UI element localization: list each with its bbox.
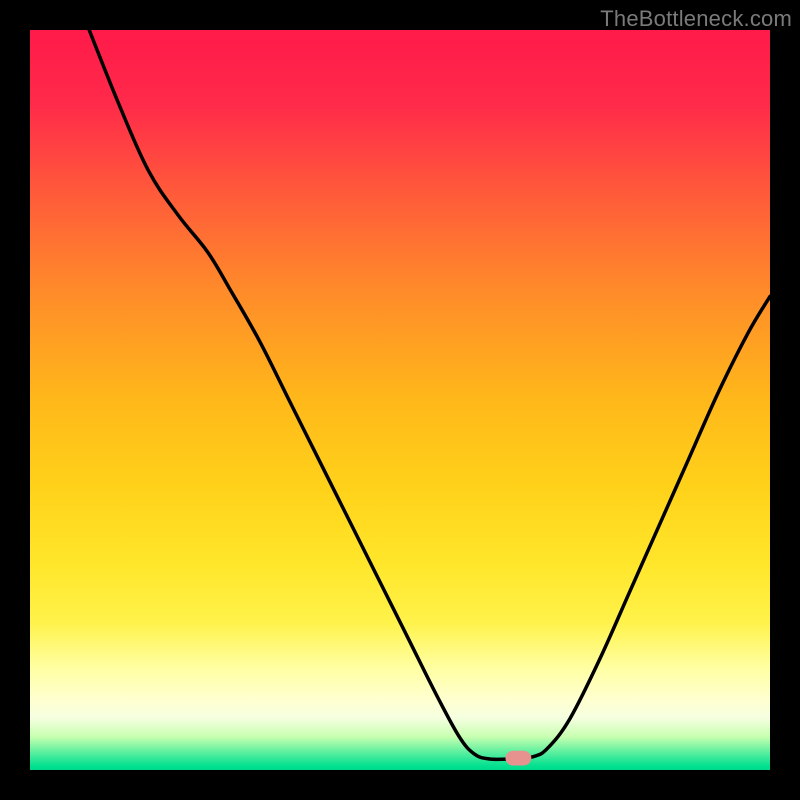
watermark-text: TheBottleneck.com	[600, 6, 792, 32]
optimal-marker	[505, 751, 531, 766]
bottleneck-chart	[0, 0, 800, 800]
chart-container: TheBottleneck.com	[0, 0, 800, 800]
plot-background	[30, 30, 770, 770]
